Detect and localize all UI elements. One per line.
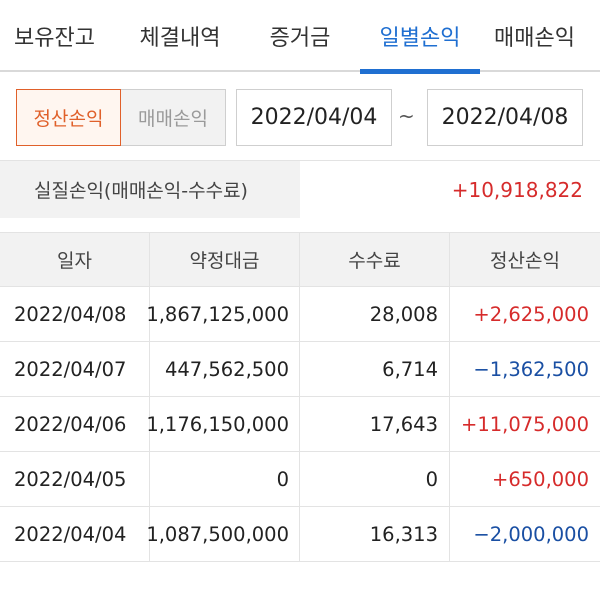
tab-holdings[interactable]: 보유잔고 — [14, 26, 95, 51]
cell-fee: 0 — [300, 452, 450, 506]
end-date-field[interactable]: 2022/04/08 — [427, 89, 583, 146]
tab-executions[interactable]: 체결내역 — [139, 26, 221, 51]
pnl-type-toggle: 정산손익 매매손익 — [16, 89, 227, 146]
tab-margin[interactable]: 증거금 — [269, 26, 331, 51]
table-header: 일자 약정대금 수수료 정산손익 — [0, 232, 600, 287]
daily-pnl-table: 일자 약정대금 수수료 정산손익 2022/04/08 1,867,125,00… — [0, 232, 600, 562]
cell-fee: 17,643 — [300, 397, 450, 451]
column-header-date: 일자 — [0, 233, 150, 286]
cell-amount: 447,562,500 — [150, 342, 300, 396]
cell-pnl: +650,000 — [492, 467, 589, 491]
cell-fee: 28,008 — [300, 287, 450, 341]
cell-date: 2022/04/05 — [0, 452, 150, 506]
table-row[interactable]: 2022/04/05 0 0 +650,000 — [0, 452, 600, 507]
cell-amount: 0 — [150, 452, 300, 506]
start-date-field[interactable]: 2022/04/04 — [236, 89, 392, 146]
tab-daily-pnl[interactable]: 일별손익 — [360, 0, 480, 74]
table-row[interactable]: 2022/04/04 1,087,500,000 16,313 −2,000,0… — [0, 507, 600, 562]
table-row[interactable]: 2022/04/08 1,867,125,000 28,008 +2,625,0… — [0, 287, 600, 342]
divider — [0, 160, 600, 161]
cell-pnl: +11,075,000 — [461, 412, 589, 436]
column-header-pnl: 정산손익 — [490, 250, 560, 272]
table-row[interactable]: 2022/04/06 1,176,150,000 17,643 +11,075,… — [0, 397, 600, 452]
settlement-pnl-button[interactable]: 정산손익 — [16, 89, 121, 146]
summary-row: 실질손익(매매손익-수수료) +10,918,822 — [0, 161, 600, 218]
cell-amount: 1,087,500,000 — [146, 507, 300, 561]
cell-date: 2022/04/06 — [0, 397, 150, 451]
cell-fee: 16,313 — [300, 507, 450, 561]
spacer — [0, 218, 600, 232]
trading-pnl-button[interactable]: 매매손익 — [121, 89, 226, 146]
cell-fee: 6,714 — [300, 342, 450, 396]
tab-trading-pnl[interactable]: 매매손익 — [494, 26, 575, 51]
cell-pnl: +2,625,000 — [473, 302, 589, 326]
table-row[interactable]: 2022/04/07 447,562,500 6,714 −1,362,500 — [0, 342, 600, 397]
cell-pnl: −2,000,000 — [473, 522, 589, 546]
summary-label: 실질손익(매매손익-수수료) — [0, 161, 300, 218]
tab-bar: 보유잔고 체결내역 증거금 일별손익 매매손익 — [0, 0, 600, 74]
column-header-amount: 약정대금 — [150, 233, 300, 286]
cell-pnl: −1,362,500 — [473, 357, 589, 381]
cell-date: 2022/04/07 — [0, 342, 150, 396]
cell-amount: 1,867,125,000 — [146, 287, 300, 341]
date-range-separator: ~ — [398, 104, 415, 128]
cell-date: 2022/04/08 — [0, 287, 150, 341]
cell-date: 2022/04/04 — [0, 507, 150, 561]
cell-amount: 1,176,150,000 — [146, 397, 300, 451]
column-header-fee: 수수료 — [300, 233, 450, 286]
summary-value: +10,918,822 — [451, 177, 583, 202]
